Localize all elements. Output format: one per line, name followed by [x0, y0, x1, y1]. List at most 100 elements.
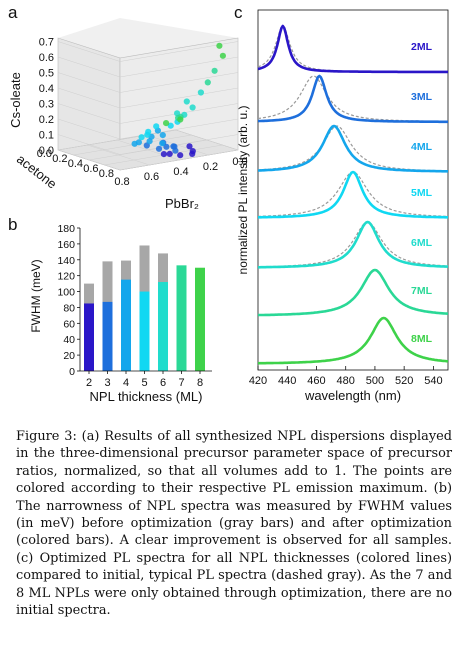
y-axis-label: normalized PL intensity (arb. u.) [236, 106, 250, 275]
acetone-tick-label: 0.6 [83, 163, 98, 175]
pbbr2-tick-label: 0.4 [173, 166, 188, 178]
pbbr2-tick-label: 0.8 [114, 176, 129, 188]
y-tick-label: 160 [57, 239, 75, 251]
y-tick-label: 80 [63, 302, 75, 314]
spectrum-8ML [257, 316, 449, 365]
acetone-tick-label: 0.0 [37, 148, 52, 160]
x-tick-label: 7 [178, 377, 184, 389]
z-tick-label: 0.4 [39, 83, 54, 95]
spectrum-7ML [257, 268, 449, 317]
bar-after-6 [158, 282, 168, 371]
pbbr2-tick-label: 0.6 [144, 171, 159, 183]
x-tick-label: 8 [197, 377, 203, 389]
acetone-tick-label: 0.8 [99, 168, 114, 180]
scatter-point [163, 120, 170, 127]
scatter-point [216, 42, 223, 49]
bar-after-5 [139, 291, 150, 371]
spectrum-5ML [258, 170, 448, 219]
bar-after-2 [84, 303, 94, 371]
z-tick-label: 0.2 [39, 114, 54, 126]
scatter-point [189, 148, 196, 155]
x-tick-label: 480 [337, 375, 355, 387]
axis-label-cs-oleate: Cs-oleate [8, 72, 23, 128]
figure-caption: Figure 3: (a) Results of all synthesized… [16, 429, 452, 619]
panel-label-b: b [8, 215, 17, 234]
scatter-point [167, 122, 174, 129]
z-tick-labels: 0.0 0.1 0.2 0.3 0.4 0.5 0.6 0.7 [39, 37, 54, 158]
initial-spectrum-4ML [258, 125, 448, 172]
scatter-point [177, 116, 184, 123]
bar-after-8 [195, 267, 205, 371]
pbbr2-tick-labels: 0.8 0.6 0.4 0.2 0.0 [114, 156, 247, 188]
x-tick-label: 4 [123, 377, 129, 389]
axis-label-pbbr2: PbBr₂ [165, 196, 199, 211]
scatter-point [159, 132, 166, 139]
label-8ML: 8ML [411, 333, 433, 345]
y-tick-label: 120 [57, 271, 75, 283]
z-tick-label: 0.6 [39, 52, 54, 64]
label-6ML: 6ML [411, 237, 433, 249]
y-tick-label: 60 [63, 318, 75, 330]
x-tick-label: 460 [307, 375, 325, 387]
x-tick-label: 540 [424, 375, 442, 387]
z-tick-label: 0.1 [39, 130, 54, 142]
scatter-point [170, 143, 177, 150]
scatter-point [166, 150, 173, 157]
x-tick-label: 500 [366, 375, 384, 387]
scatter-point [204, 79, 211, 86]
y-tick-label: 180 [57, 223, 75, 235]
z-tick-label: 0.3 [39, 99, 54, 111]
scatter-point [144, 131, 151, 138]
scatter-point [219, 52, 226, 59]
x-tick-label: 420 [249, 375, 267, 387]
scatter-point [197, 89, 204, 96]
label-3ML: 3ML [411, 91, 433, 103]
plot-frame [257, 9, 449, 371]
x-axis-label: wavelength (nm) [304, 388, 401, 403]
scatter-point [189, 104, 196, 111]
pbbr2-tick-label: 0.2 [203, 161, 218, 173]
label-2ML: 2ML [411, 41, 433, 53]
scatter-point [159, 140, 166, 147]
scatter-point [177, 152, 184, 159]
z-tick-label: 0.5 [39, 68, 54, 80]
spectrum-3ML [257, 74, 448, 124]
scatter-point [160, 151, 167, 158]
x-tick-label: 520 [395, 375, 413, 387]
acetone-tick-labels: 0.0 0.2 0.4 0.6 0.8 [37, 148, 114, 180]
scatter-point [211, 67, 218, 74]
scatter-point [138, 134, 145, 141]
scatter-point [155, 145, 163, 152]
x-tick-label: 6 [160, 377, 166, 389]
spectrum-6ML [258, 220, 449, 269]
acetone-tick-label: 0.4 [68, 158, 83, 170]
x-tick-label: 3 [104, 377, 110, 389]
label-4ML: 4ML [411, 141, 433, 153]
y-tick-label: 0 [69, 366, 75, 378]
y-tick-label: 100 [57, 287, 75, 299]
panel-c-pl-spectra: c 420 440 460 480 500 520 540 2ML 3ML 4ML 5ML 6ML 7… [234, 3, 449, 403]
panel-label-c: c [234, 3, 243, 22]
y-tick-label: 140 [57, 255, 75, 267]
x-tick-label: 440 [278, 375, 296, 387]
y-tick-label: 20 [63, 350, 75, 362]
acetone-tick-label: 0.2 [52, 153, 67, 165]
y-ticks: 0 20 40 60 80 100 120 140 160 180 [57, 223, 80, 378]
label-5ML: 5ML [411, 187, 433, 199]
y-tick-label: 40 [63, 334, 75, 346]
bar-after-3 [102, 301, 113, 371]
x-ticks: 420 440 460 480 500 520 540 [249, 366, 443, 387]
panel-a-3d-scatter: a 0.00.10.20.30.40.50.60.7 0.0 0.2 0.4 0.6 0… [8, 3, 248, 211]
scatter-point [153, 123, 160, 130]
x-tick-label: 5 [141, 377, 147, 389]
spectra: 2ML 3ML 4ML 5ML 6ML 7ML 8ML [257, 24, 449, 365]
y-axis-label: FWHM (meV) [29, 259, 43, 332]
z-tick-label: 0.7 [39, 37, 54, 49]
x-axis-label: NPL thickness (ML) [90, 389, 203, 404]
label-7ML: 7ML [411, 285, 433, 297]
scatter-points [131, 42, 226, 159]
z-tick-label: 0.0 [39, 145, 54, 157]
scatter-point [135, 139, 142, 146]
